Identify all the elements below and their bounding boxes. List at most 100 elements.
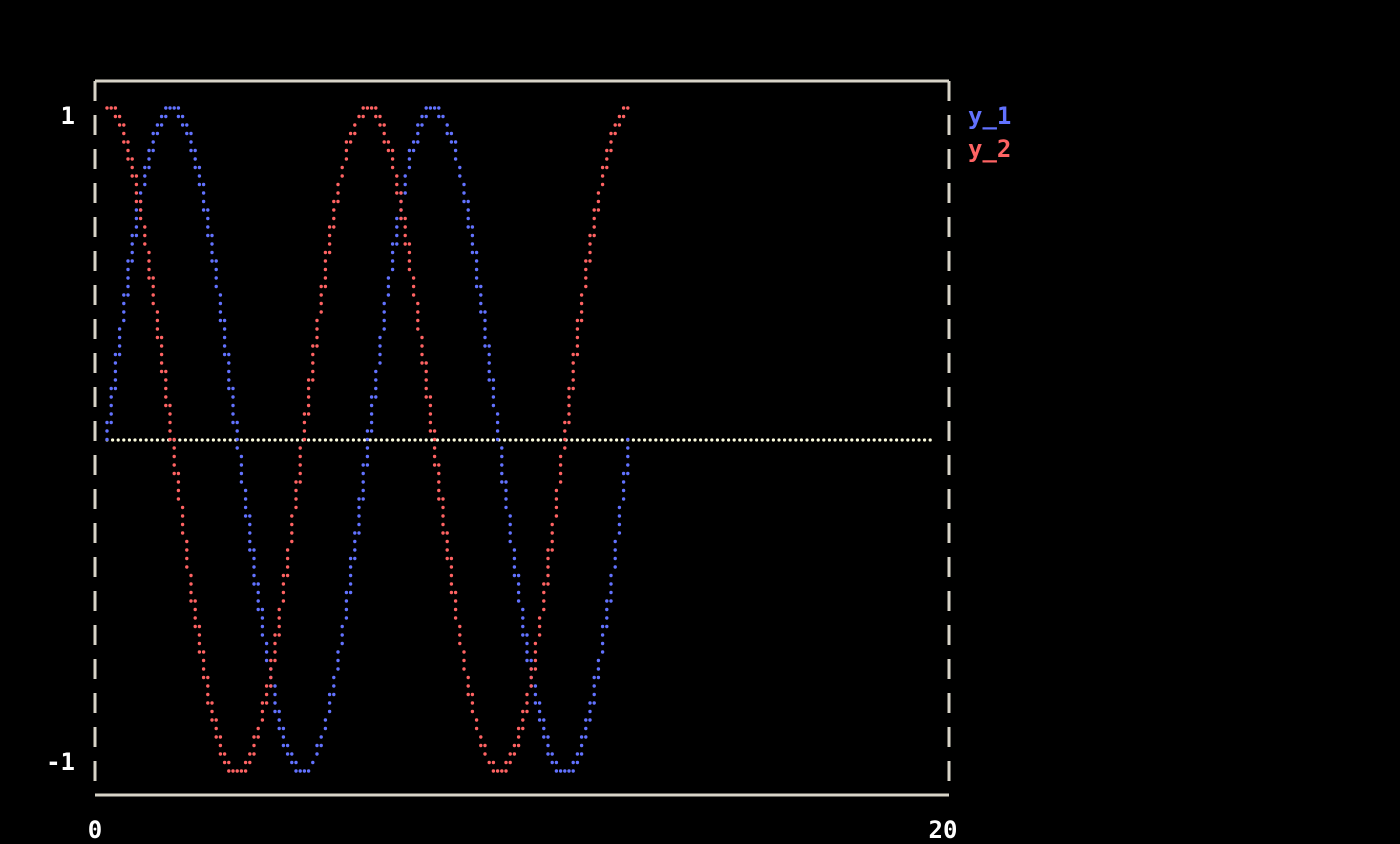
point-y_2 (197, 624, 202, 629)
point-y_2 (252, 743, 256, 748)
point-y_2 (252, 735, 256, 739)
point-y_1 (353, 539, 357, 544)
point-y_1 (382, 310, 386, 314)
point-y_2 (344, 140, 349, 144)
point-y_2 (210, 709, 214, 714)
point-y_2 (567, 412, 571, 416)
point-y_2 (537, 616, 542, 620)
point-y_1 (126, 284, 130, 289)
zero-line-dot (525, 438, 529, 442)
point-y_2 (407, 259, 412, 263)
point-y_1 (281, 743, 286, 748)
point-y_2 (382, 131, 386, 136)
point-y_2 (458, 624, 462, 629)
point-y_1 (290, 752, 294, 756)
point-y_2 (176, 488, 181, 493)
point-y_1 (348, 582, 353, 586)
point-y_2 (210, 718, 214, 722)
point-y_2 (453, 607, 458, 612)
point-y_2 (151, 301, 155, 306)
zero-line-dot (195, 438, 199, 442)
point-y_2 (206, 675, 210, 680)
point-y_2 (546, 582, 550, 586)
point-y_2 (462, 667, 466, 671)
point-y_1 (525, 633, 529, 637)
point-y_1 (130, 233, 134, 238)
point-y_2 (424, 378, 428, 382)
point-y_1 (470, 242, 475, 246)
point-y_2 (277, 624, 281, 629)
point-y_1 (218, 301, 223, 306)
point-y_1 (323, 726, 328, 731)
point-y_2 (197, 650, 202, 654)
zero-line-dot (480, 438, 484, 442)
point-y_2 (571, 352, 575, 357)
point-y_1 (483, 310, 487, 314)
zero-line-dot (318, 438, 322, 442)
point-y_1 (617, 514, 622, 518)
point-y_2 (588, 242, 592, 246)
point-y_2 (122, 123, 126, 127)
point-y_2 (596, 191, 601, 195)
point-y_1 (365, 463, 370, 467)
point-y_1 (298, 769, 302, 773)
zero-line-dot (598, 438, 602, 442)
point-y_1 (361, 471, 365, 476)
zero-line-dot (514, 438, 518, 442)
zero-line-dot (671, 438, 675, 442)
point-y_2 (550, 548, 554, 552)
point-y_2 (126, 148, 130, 153)
point-y_2 (529, 675, 533, 680)
point-y_2 (340, 174, 344, 178)
zero-line-dot (531, 438, 535, 442)
point-y_2 (571, 386, 575, 391)
point-y_2 (130, 157, 134, 161)
point-y_1 (348, 573, 353, 578)
zero-line-dot (637, 438, 641, 442)
point-y_1 (474, 259, 479, 263)
zero-line-dot (710, 438, 714, 442)
point-y_2 (327, 242, 332, 246)
zero-line-dot (335, 438, 339, 442)
point-y_2 (327, 233, 332, 238)
point-y_2 (155, 310, 160, 314)
point-y_1 (168, 106, 172, 110)
point-y_1 (122, 301, 126, 306)
point-y_2 (298, 454, 302, 459)
point-y_2 (504, 769, 508, 773)
point-y_2 (147, 250, 151, 255)
point-y_2 (231, 769, 235, 773)
point-y_1 (491, 378, 496, 382)
point-y_2 (592, 216, 596, 221)
point-y_2 (323, 267, 328, 272)
zero-line-dot (895, 438, 899, 442)
point-y_2 (411, 293, 416, 297)
zero-line-dot (228, 438, 232, 442)
zero-line-dot (284, 438, 288, 442)
point-y_1 (621, 497, 626, 501)
point-y_1 (508, 514, 512, 518)
point-y_2 (189, 599, 193, 603)
point-y_2 (584, 259, 588, 263)
point-y_1 (378, 361, 382, 365)
point-y_1 (512, 573, 517, 578)
point-y_1 (327, 692, 332, 697)
point-y_1 (420, 123, 424, 127)
point-y_1 (117, 327, 122, 331)
point-y_1 (285, 743, 290, 748)
point-y_1 (369, 429, 374, 433)
point-y_2 (537, 624, 542, 629)
point-y_2 (290, 514, 294, 518)
point-y_1 (445, 123, 449, 127)
point-y_2 (323, 284, 328, 289)
point-y_1 (185, 131, 189, 136)
point-y_1 (109, 412, 113, 416)
point-y_1 (285, 752, 290, 756)
point-y_2 (432, 437, 437, 442)
point-y_1 (214, 276, 218, 280)
point-y_2 (424, 395, 428, 399)
zero-line-dot (385, 438, 389, 442)
point-y_1 (185, 123, 189, 127)
point-y_2 (432, 463, 437, 467)
zero-line-dot (811, 438, 815, 442)
